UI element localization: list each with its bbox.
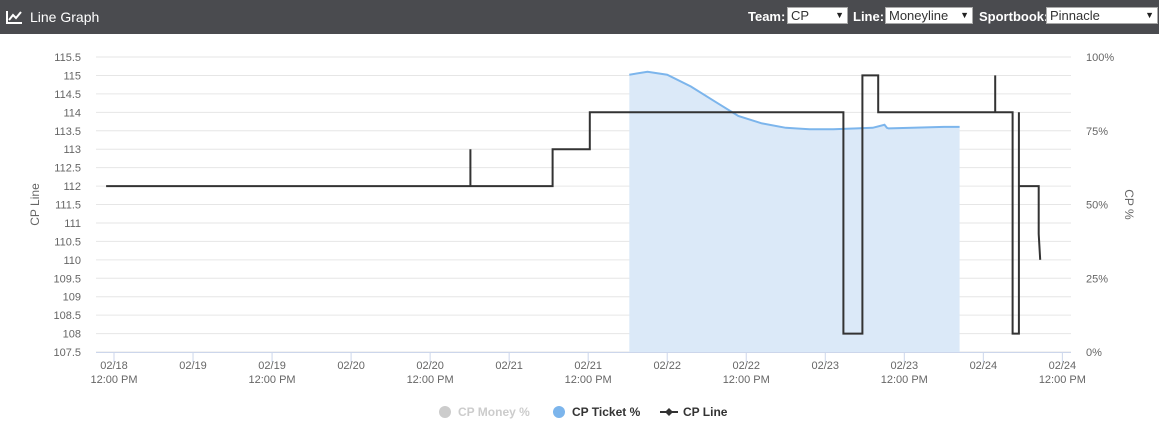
y-left-tick-label: 111	[64, 218, 81, 230]
chart-title: Line Graph	[30, 9, 100, 25]
y-right-tick-label: 100%	[1086, 52, 1114, 64]
legend-item-line: CP Line	[683, 405, 728, 419]
y-left-axis-title: CP Line	[28, 183, 42, 226]
team-select[interactable]: CP ▼	[787, 7, 848, 24]
y-left-tick-label: 110.5	[54, 236, 81, 248]
x-tick-label: 12:00 PM	[723, 374, 770, 386]
top-bar: Line Graph Team: CP ▼ Line: Moneyline ▼ …	[0, 0, 1159, 34]
line-graph-chart: 02/18 12:00 PM 02/19 02/19 12:00 PM 02/20 02/2…	[28, 52, 1136, 419]
x-tick-label: 12:00 PM	[407, 374, 454, 386]
y-left-tick-label: 109	[63, 292, 81, 304]
team-label: Team:	[748, 9, 786, 24]
legend-line-marker	[665, 408, 673, 416]
x-tick-label: 02/22	[653, 360, 681, 372]
y-left-tick-label: 110	[63, 255, 81, 267]
y-left-tick-label: 109.5	[53, 273, 81, 285]
line-select[interactable]: Moneyline ▼	[885, 7, 973, 24]
y-left-tick-label: 108	[63, 329, 81, 341]
y-right-tick-label: 0%	[1086, 347, 1102, 359]
y-left-tick-label: 115	[63, 70, 81, 82]
y-right-tick-label: 25%	[1086, 273, 1108, 285]
x-tick-label: 12:00 PM	[565, 374, 612, 386]
y-right-tick-label: 50%	[1086, 200, 1108, 212]
x-tick-label: 02/20	[416, 360, 444, 372]
line-chart-icon	[6, 11, 22, 24]
x-tick-label: 02/19	[179, 360, 207, 372]
x-tick-label: 02/18	[100, 360, 128, 372]
y-left-tick-label: 108.5	[53, 310, 81, 322]
x-tick-label: 02/22	[732, 360, 760, 372]
sportsbook-select[interactable]: Pinnacle ▼	[1046, 7, 1158, 24]
x-tick-label: 12:00 PM	[881, 374, 928, 386]
y-left-tick-label: 113	[63, 144, 81, 156]
y-left-tick-label: 112.5	[54, 163, 81, 175]
x-tick-label: 02/21	[495, 360, 523, 372]
title-wrap: Line Graph	[6, 8, 99, 26]
legend-item-money: CP Money %	[458, 405, 530, 419]
x-tick-label: 12:00 PM	[90, 374, 137, 386]
x-tick-label: 02/20	[337, 360, 365, 372]
ticket-line	[629, 70, 960, 131]
y-right-axis-title: CP %	[1122, 189, 1136, 220]
chevron-down-icon: ▼	[1145, 10, 1154, 20]
x-tick-label: 02/24	[1049, 360, 1077, 372]
legend-money-icon	[439, 406, 451, 418]
legend-ticket-icon	[553, 406, 565, 418]
y-left-tick-label: 114	[63, 107, 81, 119]
x-tick-label: 02/23	[812, 360, 840, 372]
line-label: Line:	[853, 9, 885, 24]
chevron-down-icon: ▼	[835, 10, 844, 20]
y-left-tick-label: 114.5	[54, 89, 81, 101]
team-select-value: CP	[791, 8, 810, 23]
legend-item-ticket: CP Ticket %	[572, 405, 641, 419]
sportsbook-select-value: Pinnacle	[1050, 8, 1100, 23]
cp-line	[106, 74, 1042, 335]
y-left-tick-label: 112	[63, 181, 81, 193]
chevron-down-icon: ▼	[960, 10, 969, 20]
y-left-tick-label: 107.5	[53, 347, 81, 359]
y-right-tick-label: 75%	[1086, 126, 1108, 138]
y-left-tick-label: 113.5	[54, 126, 81, 138]
y-left-tick-label: 115.5	[54, 52, 81, 64]
line-select-value: Moneyline	[889, 8, 949, 23]
x-tick-label: 02/24	[970, 360, 998, 372]
x-tick-label: 02/23	[891, 360, 919, 372]
x-tick-label: 02/19	[258, 360, 286, 372]
y-left-tick-label: 111.5	[55, 200, 81, 212]
ticket-area	[629, 71, 960, 353]
x-tick-label: 12:00 PM	[1039, 374, 1086, 386]
sportsbook-label: Sportbook:	[979, 9, 1049, 24]
x-tick-label: 12:00 PM	[249, 374, 296, 386]
x-tick-label: 02/21	[574, 360, 602, 372]
